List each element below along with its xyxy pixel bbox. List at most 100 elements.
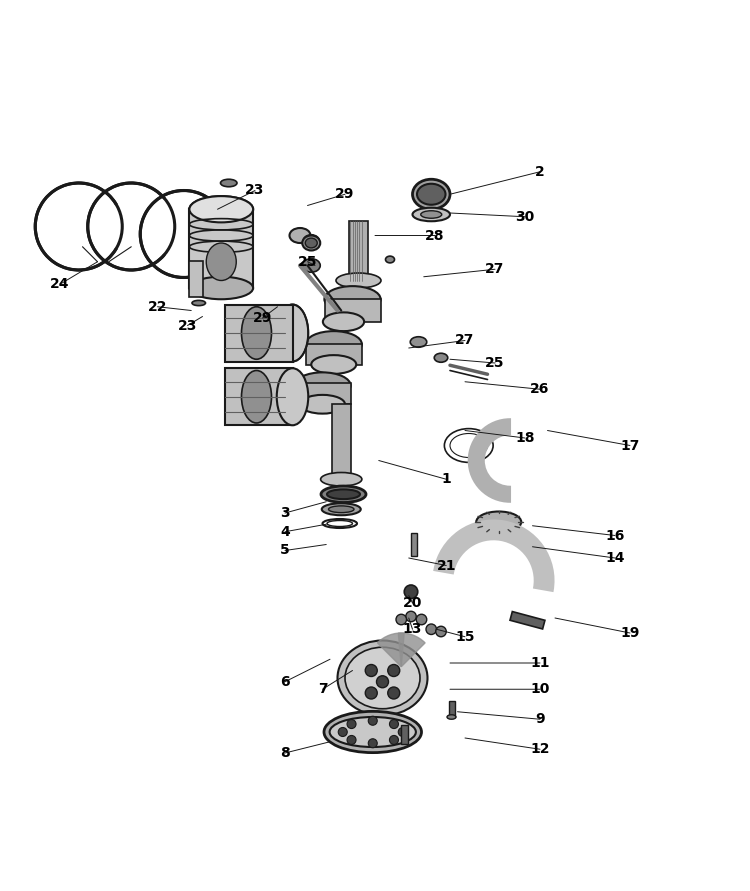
Ellipse shape xyxy=(300,395,345,413)
Wedge shape xyxy=(377,633,404,666)
Text: 20: 20 xyxy=(403,596,422,610)
Ellipse shape xyxy=(277,305,308,362)
Text: 21: 21 xyxy=(436,559,456,573)
Ellipse shape xyxy=(189,277,253,299)
Ellipse shape xyxy=(242,307,272,359)
Text: 6: 6 xyxy=(280,674,290,689)
Ellipse shape xyxy=(338,641,427,715)
Text: 16: 16 xyxy=(605,528,625,543)
Text: 19: 19 xyxy=(620,626,640,640)
Bar xyxy=(225,305,292,362)
Circle shape xyxy=(368,716,377,725)
Text: 18: 18 xyxy=(515,431,535,445)
Ellipse shape xyxy=(302,235,320,250)
Text: 8: 8 xyxy=(280,746,290,760)
Text: 5: 5 xyxy=(280,544,290,558)
Wedge shape xyxy=(398,633,425,666)
Ellipse shape xyxy=(189,196,253,223)
Ellipse shape xyxy=(345,647,420,708)
Text: 30: 30 xyxy=(515,209,535,224)
Ellipse shape xyxy=(329,307,353,324)
Text: 7: 7 xyxy=(318,683,327,696)
Text: 3: 3 xyxy=(280,506,290,520)
Ellipse shape xyxy=(447,715,456,719)
Circle shape xyxy=(365,687,377,699)
Ellipse shape xyxy=(413,179,450,209)
Bar xyxy=(448,700,454,717)
Ellipse shape xyxy=(322,503,361,515)
Text: 14: 14 xyxy=(605,551,625,565)
Circle shape xyxy=(436,626,446,637)
Ellipse shape xyxy=(302,258,320,273)
Ellipse shape xyxy=(421,211,442,218)
Ellipse shape xyxy=(277,368,308,425)
Text: 22: 22 xyxy=(148,299,167,314)
Text: 29: 29 xyxy=(253,311,272,325)
Circle shape xyxy=(389,735,398,745)
Circle shape xyxy=(338,727,347,737)
Ellipse shape xyxy=(417,184,446,205)
Wedge shape xyxy=(434,520,554,591)
Text: 9: 9 xyxy=(536,712,544,726)
Bar xyxy=(332,405,351,479)
Text: 23: 23 xyxy=(178,318,197,332)
Ellipse shape xyxy=(336,273,381,288)
Ellipse shape xyxy=(322,313,364,331)
Circle shape xyxy=(416,614,427,625)
Circle shape xyxy=(388,687,400,699)
Ellipse shape xyxy=(305,238,317,248)
Text: 24: 24 xyxy=(50,277,70,291)
Text: 15: 15 xyxy=(455,630,475,644)
Text: 4: 4 xyxy=(280,525,290,539)
Text: 26: 26 xyxy=(530,382,550,396)
Circle shape xyxy=(404,585,418,599)
Bar xyxy=(411,533,417,556)
Ellipse shape xyxy=(290,228,310,243)
Circle shape xyxy=(347,720,356,729)
Bar xyxy=(189,209,253,288)
Text: 28: 28 xyxy=(425,228,445,242)
Bar xyxy=(295,383,351,405)
Text: 1: 1 xyxy=(441,472,452,486)
Text: 11: 11 xyxy=(530,656,550,670)
Circle shape xyxy=(365,665,377,676)
Ellipse shape xyxy=(327,489,360,499)
Ellipse shape xyxy=(324,711,422,753)
Ellipse shape xyxy=(306,331,362,357)
Ellipse shape xyxy=(189,196,253,223)
Ellipse shape xyxy=(434,353,448,363)
Bar xyxy=(325,299,381,322)
Circle shape xyxy=(388,665,400,676)
Ellipse shape xyxy=(220,179,237,187)
Text: 10: 10 xyxy=(530,683,550,696)
Circle shape xyxy=(426,624,436,634)
Bar xyxy=(510,611,545,629)
Ellipse shape xyxy=(206,243,236,281)
Circle shape xyxy=(376,675,388,688)
Bar xyxy=(225,368,292,425)
Bar xyxy=(189,261,202,297)
Ellipse shape xyxy=(476,511,521,533)
Bar xyxy=(401,725,408,744)
Ellipse shape xyxy=(324,286,380,313)
Text: 25: 25 xyxy=(298,255,317,269)
Ellipse shape xyxy=(192,300,206,306)
Ellipse shape xyxy=(294,372,350,398)
Ellipse shape xyxy=(321,472,362,486)
Circle shape xyxy=(406,611,416,622)
Ellipse shape xyxy=(321,486,366,503)
Ellipse shape xyxy=(303,234,320,249)
Ellipse shape xyxy=(410,337,427,347)
Ellipse shape xyxy=(330,717,416,747)
Ellipse shape xyxy=(307,258,316,265)
Circle shape xyxy=(396,614,406,625)
Circle shape xyxy=(368,739,377,748)
Ellipse shape xyxy=(328,506,354,512)
Bar xyxy=(349,220,368,281)
Text: 2: 2 xyxy=(536,165,544,179)
Ellipse shape xyxy=(311,356,356,374)
Ellipse shape xyxy=(413,208,450,221)
Circle shape xyxy=(347,735,356,745)
Text: 25: 25 xyxy=(485,356,505,370)
Text: 27: 27 xyxy=(455,333,475,347)
